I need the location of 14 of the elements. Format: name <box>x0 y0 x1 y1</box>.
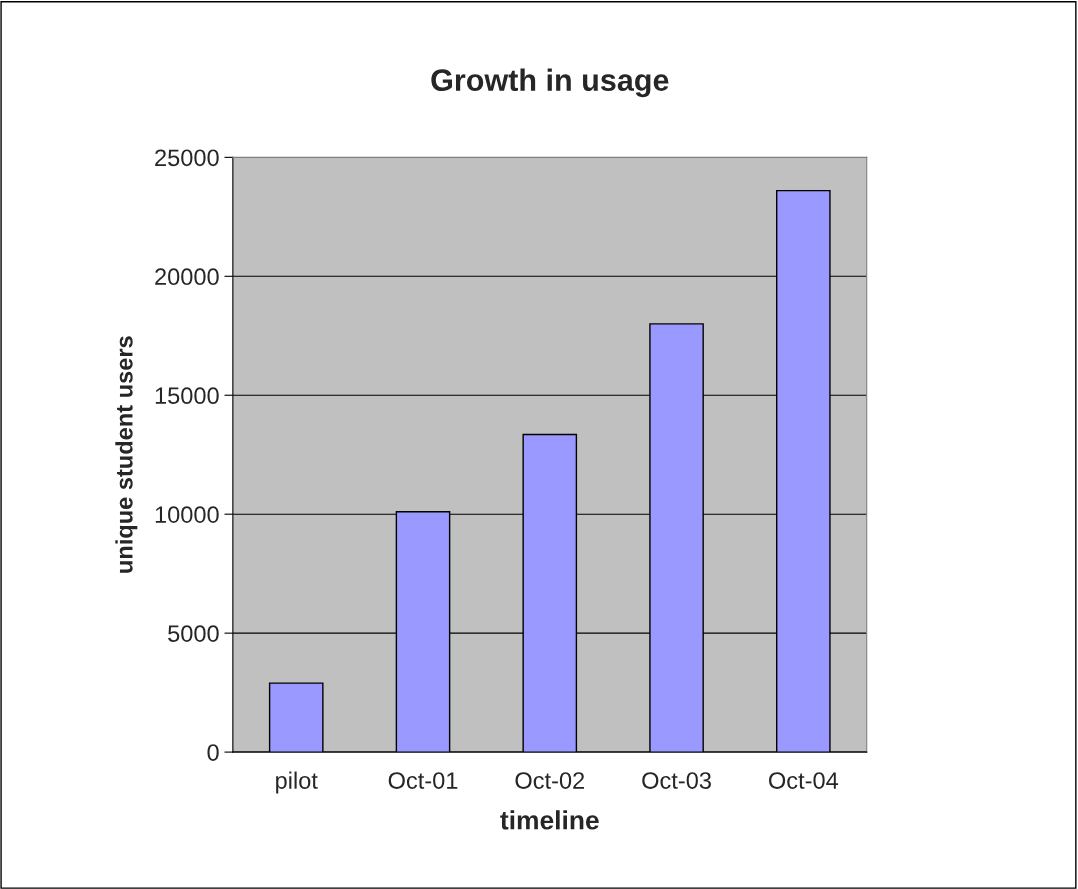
x-tick-label: Oct-03 <box>642 772 711 789</box>
y-tick-label: 5000 <box>168 625 219 642</box>
y-tick-label: 15000 <box>155 387 219 405</box>
x-axis-title: timeline <box>500 810 599 830</box>
x-tick-label: Oct-04 <box>769 772 839 789</box>
y-tick-label: 25000 <box>155 149 219 167</box>
x-tick-label: Oct-02 <box>515 772 585 789</box>
y-tick-label: 10000 <box>155 506 219 523</box>
y-axis-title: unique student users <box>115 336 138 573</box>
y-tick-label: 0 <box>207 744 219 761</box>
chart-title: Growth in usage <box>431 68 669 98</box>
x-tick-label: Oct-01 <box>388 772 458 789</box>
y-tick-label: 20000 <box>155 268 219 286</box>
x-tick-label: pilot <box>276 771 318 794</box>
